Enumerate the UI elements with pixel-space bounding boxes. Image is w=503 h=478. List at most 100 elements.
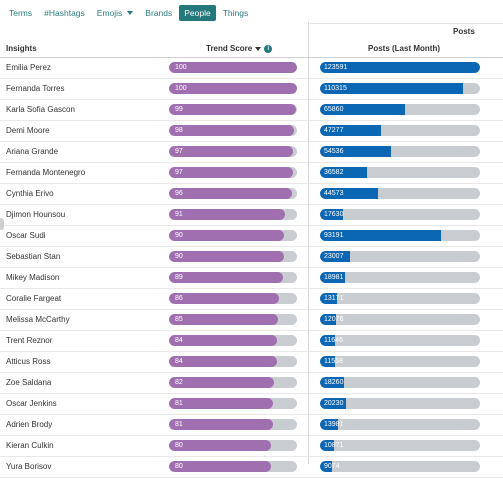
person-name[interactable]: Melissa McCarthy	[6, 315, 70, 324]
posts-bar: 54536	[320, 146, 480, 157]
tab-label: #Hashtags	[44, 8, 85, 18]
person-name[interactable]: Demi Moore	[6, 126, 50, 135]
table-row[interactable]: Yura Borisov 80 9074	[0, 457, 503, 478]
posts-fill	[320, 293, 338, 304]
posts-value: 123591	[324, 64, 348, 71]
trend-score-fill	[169, 104, 296, 115]
tab-terms[interactable]: Terms	[4, 5, 37, 21]
person-name[interactable]: Mikey Madison	[6, 273, 60, 282]
trend-score-fill	[169, 62, 297, 73]
trend-score-value: 100	[175, 64, 187, 71]
person-name[interactable]: Trent Reznor	[6, 336, 53, 345]
trend-score-value: 99	[175, 106, 183, 113]
person-name[interactable]: Adrien Brody	[6, 420, 53, 429]
posts-value: 10871	[324, 442, 344, 449]
person-name[interactable]: Djimon Hounsou	[6, 210, 66, 219]
table-row[interactable]: Djimon Hounsou 91 17630	[0, 205, 503, 226]
tab-hashtags[interactable]: #Hashtags	[39, 5, 90, 21]
table-row[interactable]: Fernanda Torres 100 110315	[0, 79, 503, 100]
trend-score-bar: 81	[169, 419, 297, 430]
person-name[interactable]: Karla Sofia Gascon	[6, 105, 75, 114]
trend-score-bar: 91	[169, 209, 297, 220]
table-row[interactable]: Trent Reznor 84 11646	[0, 331, 503, 352]
table-row[interactable]: Emilia Perez 100 123591	[0, 58, 503, 79]
tab-label: Things	[222, 8, 249, 18]
person-name[interactable]: Ariana Grande	[6, 147, 59, 156]
table-row[interactable]: Karla Sofia Gascon 99 65860	[0, 100, 503, 121]
person-name[interactable]: Kieran Culkin	[6, 441, 54, 450]
trend-score-value: 84	[175, 337, 183, 344]
posts-fill	[320, 356, 335, 367]
person-name[interactable]: Cynthia Erivo	[6, 189, 54, 198]
table-row[interactable]: Atticus Ross 84 11558	[0, 352, 503, 373]
table-row[interactable]: Cynthia Erivo 96 44573	[0, 184, 503, 205]
table-row[interactable]: Demi Moore 98 47277	[0, 121, 503, 142]
person-name[interactable]: Sebastian Stan	[6, 252, 61, 261]
chevron-down-icon	[127, 11, 134, 15]
tab-emojis[interactable]: Emojis	[92, 5, 139, 21]
trend-score-bar: 97	[169, 167, 297, 178]
table-row[interactable]: Sebastian Stan 90 23007	[0, 247, 503, 268]
person-name[interactable]: Atticus Ross	[6, 357, 51, 366]
trend-score-bar: 100	[169, 62, 297, 73]
person-name[interactable]: Oscar Jenkins	[6, 399, 57, 408]
posts-fill	[320, 251, 350, 262]
column-divider	[308, 22, 309, 464]
posts-bar: 9074	[320, 461, 480, 472]
scroll-handle[interactable]	[0, 218, 4, 230]
posts-last-month-header[interactable]: Posts (Last Month)	[368, 44, 440, 53]
posts-bar: 13171	[320, 293, 480, 304]
person-name[interactable]: Fernanda Torres	[6, 84, 65, 93]
tab-label: People	[184, 8, 211, 18]
tab-people[interactable]: People	[179, 5, 216, 21]
trend-score-value: 85	[175, 316, 183, 323]
posts-fill	[320, 104, 406, 115]
posts-value: 12076	[324, 316, 344, 323]
table-row[interactable]: Fernanda Montenegro 97 36582	[0, 163, 503, 184]
posts-value: 47277	[324, 127, 344, 134]
table-row[interactable]: Coralie Fargeat 86 13171	[0, 289, 503, 310]
posts-value: 54536	[324, 148, 344, 155]
tab-things[interactable]: Things	[218, 5, 254, 21]
posts-fill	[320, 335, 336, 346]
trend-score-fill	[169, 209, 286, 220]
person-name[interactable]: Coralie Fargeat	[6, 294, 62, 303]
trend-score-bar: 97	[169, 146, 297, 157]
posts-value: 9074	[324, 463, 340, 470]
table-row[interactable]: Mikey Madison 89 18981	[0, 268, 503, 289]
trend-score-bar: 82	[169, 377, 297, 388]
posts-bar: 23007	[320, 251, 480, 262]
person-name[interactable]: Emilia Perez	[6, 63, 51, 72]
table-row[interactable]: Kieran Culkin 80 10871	[0, 436, 503, 457]
posts-fill	[320, 83, 463, 94]
table-row[interactable]: Melissa McCarthy 85 12076	[0, 310, 503, 331]
table-row[interactable]: Oscar Sudi 90 93191	[0, 226, 503, 247]
posts-bar: 11558	[320, 356, 480, 367]
person-name[interactable]: Oscar Sudi	[6, 231, 46, 240]
sort-descending-icon[interactable]	[255, 46, 262, 51]
trend-score-header[interactable]: Trend Score i	[206, 44, 273, 53]
trend-score-fill	[169, 398, 273, 409]
tab-label: Emojis	[96, 8, 123, 18]
trend-score-value: 81	[175, 400, 183, 407]
table-row[interactable]: Oscar Jenkins 81 20230	[0, 394, 503, 415]
trend-score-fill	[169, 314, 278, 325]
person-name[interactable]: Zoe Saldana	[6, 378, 52, 387]
posts-bar: 12076	[320, 314, 480, 325]
person-name[interactable]: Yura Borisov	[6, 462, 52, 471]
category-tabs: Terms #Hashtags Emojis Brands People Things	[0, 4, 255, 22]
tab-brands[interactable]: Brands	[140, 5, 177, 21]
info-icon[interactable]: i	[264, 44, 273, 53]
table-row[interactable]: Ariana Grande 97 54536	[0, 142, 503, 163]
posts-value: 18260	[324, 379, 344, 386]
posts-fill	[320, 125, 382, 136]
trend-score-bar: 99	[169, 104, 297, 115]
person-name[interactable]: Fernanda Montenegro	[6, 168, 86, 177]
posts-bar: 10871	[320, 440, 480, 451]
trend-score-bar: 81	[169, 398, 297, 409]
trend-score-bar: 96	[169, 188, 297, 199]
table-row[interactable]: Zoe Saldana 82 18260	[0, 373, 503, 394]
posts-fill	[320, 146, 391, 157]
trend-score-fill	[169, 167, 294, 178]
table-row[interactable]: Adrien Brody 81 13981	[0, 415, 503, 436]
